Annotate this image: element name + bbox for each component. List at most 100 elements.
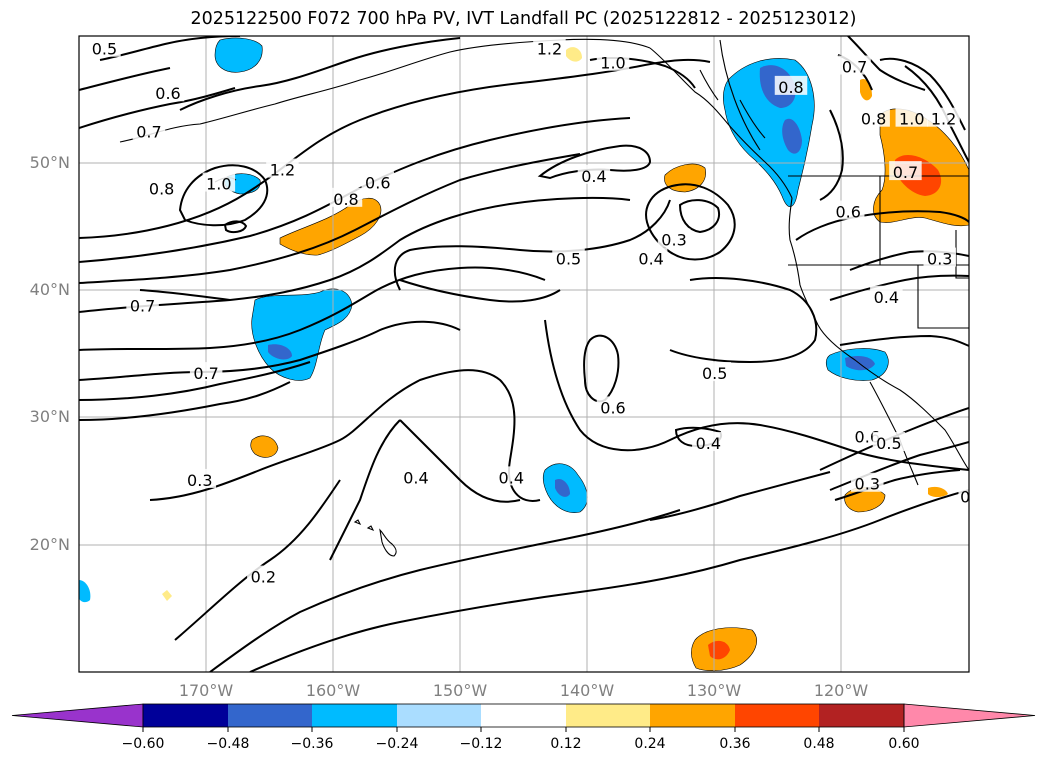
colorbar-label: 0.48 <box>803 736 835 752</box>
neg-patch-gulf-of-alaska-core-2 <box>782 118 802 154</box>
pos-patch-coast-canada <box>664 163 706 193</box>
contour-label: 0.8 <box>778 78 803 97</box>
contour-label-bg <box>774 75 808 95</box>
contour-label-bg <box>851 472 884 492</box>
colorbar-label: 0.60 <box>888 736 920 752</box>
contour-label-bg <box>329 187 363 207</box>
colorbar-label: 0.24 <box>634 736 666 752</box>
pos-patch-tiny <box>162 590 172 601</box>
pos-patch-north-small <box>860 78 872 101</box>
colorbar-extend-min <box>11 703 144 728</box>
neg-patch-north-pacific-west-core <box>268 344 292 360</box>
contour-label-bg <box>88 37 121 57</box>
contour-label-bg <box>552 247 585 267</box>
neg-patch-socal-core <box>845 356 875 371</box>
lat-label-20n: 20°N <box>29 535 70 554</box>
pos-patch-west-small <box>250 435 279 458</box>
contour-label-bg <box>189 362 223 382</box>
contour-label: 0.5 <box>556 250 581 269</box>
contour-label: 0.5 <box>92 40 117 59</box>
colorbar-label: −0.24 <box>375 736 419 752</box>
contour-label-bg <box>870 285 903 305</box>
contour-label: 0.8 <box>333 190 358 209</box>
contour-label-bg <box>596 396 630 416</box>
contour-label: 1.2 <box>931 110 956 129</box>
contour-label: 0.6 <box>155 84 180 103</box>
contour-label: 0.8 <box>861 110 886 129</box>
lon-label-150w: 150°W <box>432 681 488 700</box>
lon-label-160w: 160°W <box>305 681 361 700</box>
contour-label: 0.4 <box>403 468 428 487</box>
contour-label-bg <box>895 107 929 127</box>
contour-label: 0.4 <box>696 434 721 453</box>
colorbar-label: −0.60 <box>121 736 165 752</box>
contour-label-bg <box>495 466 528 486</box>
contour-label: 1.2 <box>537 40 562 59</box>
contour-label: 0.6 <box>600 398 625 417</box>
colorbar-label: −0.48 <box>206 736 250 752</box>
pos-patch-alaska-small <box>566 47 582 62</box>
colorbar-segment <box>566 704 650 727</box>
contour-label-bg <box>692 432 725 452</box>
contour-label-bg <box>872 432 906 452</box>
contour-label-bg <box>145 177 178 197</box>
contour-label-bg <box>533 37 566 57</box>
contour-label: 0.7 <box>842 58 867 77</box>
contour-label: 0.5 <box>876 434 901 453</box>
contour-label: 0.7 <box>136 122 161 141</box>
contour-label: 0.7 <box>193 364 218 383</box>
contour-label: 0.5 <box>702 364 727 383</box>
contour-label-bg <box>838 55 871 75</box>
contour-label-bg <box>698 362 731 382</box>
lat-label-50n: 50°N <box>29 153 70 172</box>
lon-label-170w: 170°W <box>178 681 234 700</box>
contour-label: 0 <box>960 487 970 506</box>
contour-label: 0.7 <box>893 163 918 182</box>
contour-label-bg <box>183 468 217 488</box>
contour-label-layer: 0.5 0.6 0.7 0.8 1.0 1.2 0.8 0.6 1.2 1.0 0.8 0.7 0.8 1… <box>88 37 970 587</box>
contour-label: 0.4 <box>499 468 524 487</box>
lon-label-140w: 140°W <box>559 681 615 700</box>
pv-contours <box>79 36 969 672</box>
colorbar-segment <box>397 704 481 727</box>
contour-label-bg <box>399 466 433 486</box>
contour-label-bg <box>266 158 299 178</box>
contour-label: 0.3 <box>187 471 212 490</box>
neg-patch-subtropics-core <box>555 478 570 497</box>
contour-label: 0.3 <box>927 250 952 269</box>
contour-label-bg <box>831 200 865 220</box>
contour-label-bg <box>202 172 236 192</box>
contour-label: 0.6 <box>365 173 390 192</box>
contour-label: 0.7 <box>130 297 155 316</box>
colorbar-label: 0.36 <box>719 736 751 752</box>
colorbar-label: −0.36 <box>290 736 334 752</box>
contour-label: 0.3 <box>661 231 686 250</box>
colorbar <box>11 703 1036 732</box>
contour-label-bg <box>657 228 691 248</box>
lat-label-30n: 30°N <box>29 407 70 426</box>
contour-label-bg <box>857 107 890 127</box>
colorbar-segment <box>312 704 397 727</box>
colorbar-segment <box>228 704 312 727</box>
neg-patch-north-pacific-north <box>214 37 263 73</box>
pos-patch-mid-north <box>279 197 382 256</box>
colorbar-segment <box>819 704 904 727</box>
lon-label-120w: 120°W <box>813 681 869 700</box>
contour-label: 1.2 <box>270 161 295 180</box>
contour-label-bg <box>923 247 957 267</box>
colorbar-tick-marks <box>142 727 905 732</box>
contour-label: 0.2 <box>251 568 276 587</box>
contour-label-bg <box>247 565 280 585</box>
colorbar-segment <box>143 704 228 727</box>
contour-label-bg <box>126 294 159 314</box>
contour-label: 0.4 <box>581 167 606 186</box>
colorbar-extend-max <box>903 703 1036 728</box>
colorbar-label: 0.12 <box>550 736 582 752</box>
contour-label-bg <box>361 171 395 191</box>
contour-label: 0.4 <box>638 250 663 269</box>
contour-label-bg <box>596 51 630 71</box>
pos-patch-mexico <box>928 486 948 497</box>
map-title: 2025122500 F072 700 hPa PV, IVT Landfall… <box>190 9 857 29</box>
contour-label-bg <box>634 247 668 267</box>
